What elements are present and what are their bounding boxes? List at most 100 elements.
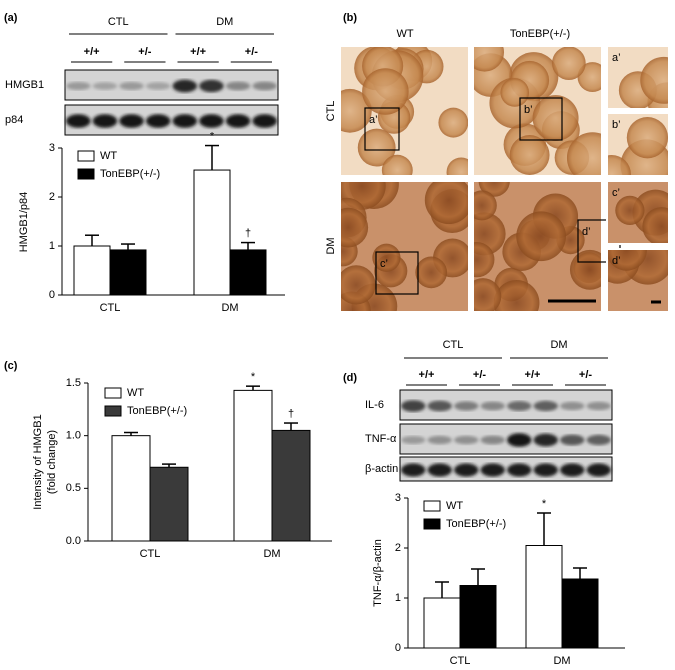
blot-band <box>586 434 611 446</box>
significance-marker: * <box>210 130 215 142</box>
roi-label: a’ <box>369 114 378 126</box>
blot-band <box>533 433 558 447</box>
x-tick-label: CTL <box>140 548 161 560</box>
blot-group-label: DM <box>550 339 567 351</box>
blot-band <box>199 79 224 93</box>
legend-label: TonEBP(+/-) <box>446 518 506 530</box>
blot-band <box>225 114 251 128</box>
blot-band <box>145 82 171 90</box>
panel-label: (c) <box>4 360 18 372</box>
legend-swatch <box>423 500 441 512</box>
roi-label: b’ <box>524 104 533 116</box>
y-tick-label: 2 <box>395 542 401 554</box>
panel-label: (b) <box>343 12 357 24</box>
column-label: WT <box>396 28 413 40</box>
cells <box>607 181 669 244</box>
blot-band <box>427 463 452 477</box>
roi-box <box>519 97 563 141</box>
blot-band <box>454 401 479 411</box>
y-axis-label: (fold change) <box>46 430 58 494</box>
micrograph-texture <box>607 46 669 109</box>
blot-band <box>480 401 505 411</box>
cell <box>372 243 401 272</box>
cell <box>446 157 469 176</box>
cell <box>340 265 376 305</box>
blot-band <box>92 114 118 128</box>
cell <box>642 207 669 244</box>
blot-band <box>172 79 198 93</box>
cell <box>381 154 413 176</box>
cell <box>424 181 469 225</box>
x-tick-label: DM <box>263 548 280 560</box>
cell <box>473 190 497 221</box>
blot-band <box>66 114 91 128</box>
y-tick-label: 1.5 <box>66 377 81 389</box>
cells <box>607 113 669 176</box>
cells <box>340 181 469 312</box>
blot-band <box>560 463 585 477</box>
cell <box>566 132 602 176</box>
cell <box>473 46 505 72</box>
row-label: DM <box>325 237 337 254</box>
panel-label: (d) <box>343 372 357 384</box>
x-tick-label: DM <box>553 655 570 667</box>
blot-band <box>480 463 505 477</box>
legend-label: WT <box>100 150 117 162</box>
x-tick-label: CTL <box>100 302 121 314</box>
cell <box>607 155 631 176</box>
inset-label: a’ <box>612 52 621 64</box>
micrograph-frame <box>472 45 603 177</box>
bar <box>233 389 273 542</box>
genotype-label: +/- <box>473 369 486 381</box>
y-axis-label: TNF-α/β-actin <box>372 539 384 607</box>
blot-band <box>586 463 611 477</box>
micrograph-texture <box>607 113 669 176</box>
y-tick-label: 0 <box>49 289 55 301</box>
y-axis-label: HMGB1/p84 <box>18 192 30 253</box>
column-label: TonEBP(+/-) <box>510 28 570 40</box>
cell <box>626 116 669 159</box>
legend-label: TonEBP(+/-) <box>100 168 160 180</box>
blot-row-label: TNF-α <box>365 433 397 445</box>
micrograph-texture <box>607 181 669 244</box>
legend-label: TonEBP(+/-) <box>127 405 187 417</box>
cell <box>569 249 602 290</box>
legend-swatch <box>77 150 95 162</box>
blot-row-label: IL-6 <box>365 399 384 411</box>
y-axis-label: Intensity of HMGB1 <box>32 414 44 509</box>
blot-band <box>427 400 452 412</box>
blot-band <box>507 463 532 477</box>
roi-label: d’ <box>582 226 591 238</box>
bar <box>423 597 461 649</box>
blot-band <box>92 82 118 90</box>
blot-band <box>454 435 479 445</box>
inset-frame <box>606 248 670 313</box>
significance-marker: † <box>288 408 294 420</box>
blot-group-label: CTL <box>108 16 129 28</box>
blot-band <box>507 401 532 411</box>
bar <box>109 249 147 296</box>
roi-box <box>364 107 400 151</box>
significance-marker: * <box>251 371 256 383</box>
cell <box>340 207 369 248</box>
genotype-label: +/- <box>579 369 592 381</box>
roi-box <box>375 251 419 295</box>
blot-band <box>480 435 505 445</box>
blot-band <box>199 114 224 128</box>
blot-group-label: DM <box>216 16 233 28</box>
legend-label: WT <box>446 500 463 512</box>
inset-label: d’ <box>612 255 621 267</box>
micrograph-texture <box>473 181 602 312</box>
blot-group-label: CTL <box>443 339 464 351</box>
micrograph-frame <box>339 180 470 313</box>
inset-frame <box>606 45 670 110</box>
cell <box>438 107 469 138</box>
cell <box>357 128 396 167</box>
cell <box>615 195 645 226</box>
inset-frame <box>606 180 670 245</box>
x-tick-label: CTL <box>450 655 471 667</box>
y-tick-label: 2 <box>49 191 55 203</box>
blot-band <box>533 400 558 412</box>
genotype-label: +/+ <box>84 46 100 58</box>
